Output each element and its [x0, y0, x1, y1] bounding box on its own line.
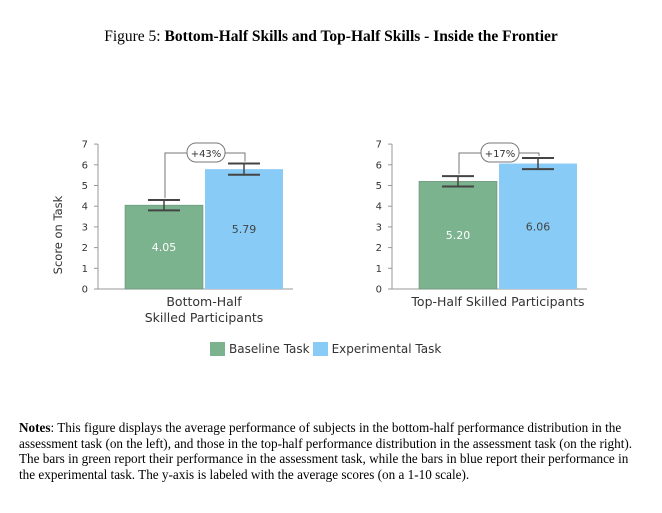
notes-label: Notes: [19, 420, 51, 435]
legend-swatch-baseline: [210, 342, 225, 356]
legend-item-experimental: Experimental Task: [312, 342, 442, 356]
chart-1-y-tick-label: 3: [82, 222, 88, 233]
chart-1-value-label: 4.05: [152, 241, 177, 254]
chart-2-bar-experimental: [499, 163, 577, 289]
chart-2-y-tick-label: 5: [376, 181, 382, 192]
figure-notes: Notes: This figure displays the average …: [19, 420, 644, 482]
chart-1-annotation-bracket-left: [164, 152, 187, 198]
chart-1-category-label: Skilled Participants: [145, 310, 264, 325]
chart-2-value-label: 5.20: [446, 229, 471, 242]
chart-1-y-tick-label: 6: [82, 160, 88, 171]
figure-label: Figure 5:: [104, 28, 161, 45]
chart-2-bar-baseline: [418, 181, 498, 290]
chart-1-y-tick-label: 5: [82, 181, 88, 192]
legend-swatch-experimental: [312, 342, 328, 356]
figure-title: Figure 5: Bottom-Half Skills and Top-Hal…: [0, 28, 662, 46]
legend-label-baseline: Baseline Task: [229, 342, 310, 356]
chart-2-y-tick-label: 4: [376, 202, 382, 213]
chart-2-y-tick-label: 7: [376, 140, 382, 151]
chart-1-y-tick-label: 4: [82, 202, 88, 213]
chart-2-value-label: 6.06: [526, 220, 551, 233]
notes-text: : This figure displays the average perfo…: [19, 420, 633, 482]
chart-2-y-tick-label: 3: [376, 222, 382, 233]
chart-1-annotation-box: [186, 142, 226, 163]
chart-1-bar-baseline: [124, 204, 204, 290]
chart-1-y-tick-label: 1: [82, 264, 88, 275]
chart-1-bar-experimental: [205, 169, 283, 289]
chart-1-y-axis-label: Score on Task: [51, 195, 65, 274]
chart-1-y-tick-label: 2: [82, 243, 88, 254]
legend-item-baseline: Baseline Task: [210, 342, 310, 356]
chart-2-y-tick-label: 0: [376, 285, 382, 296]
chart-2-annotation-label: +17%: [485, 149, 516, 160]
chart-2-y-tick-label: 2: [376, 243, 382, 254]
chart-1-y-tick-label: 0: [82, 285, 88, 296]
chart-1-category-label: Bottom-Half: [166, 294, 242, 309]
chart-2-y-tick-label: 6: [376, 160, 382, 171]
chart-1-value-label: 5.79: [232, 223, 257, 236]
chart-2-annotation-bracket-right: [519, 152, 540, 156]
chart-1-annotation-label: +43%: [191, 149, 222, 160]
chart-2-y-tick-label: 1: [376, 264, 382, 275]
chart-legend: Baseline Task Experimental Task: [210, 342, 444, 356]
legend-label-experimental: Experimental Task: [331, 342, 442, 356]
chart-2-annotation-bracket-left: [458, 152, 481, 175]
chart-2-category-label: Top-Half Skilled Participants: [410, 294, 584, 309]
chart-1-y-tick-label: 7: [82, 140, 88, 151]
chart-2-annotation-box: [480, 142, 520, 163]
figure-title-text: Bottom-Half Skills and Top-Half Skills -…: [164, 28, 558, 45]
chart-1-annotation-bracket-right: [225, 152, 246, 162]
